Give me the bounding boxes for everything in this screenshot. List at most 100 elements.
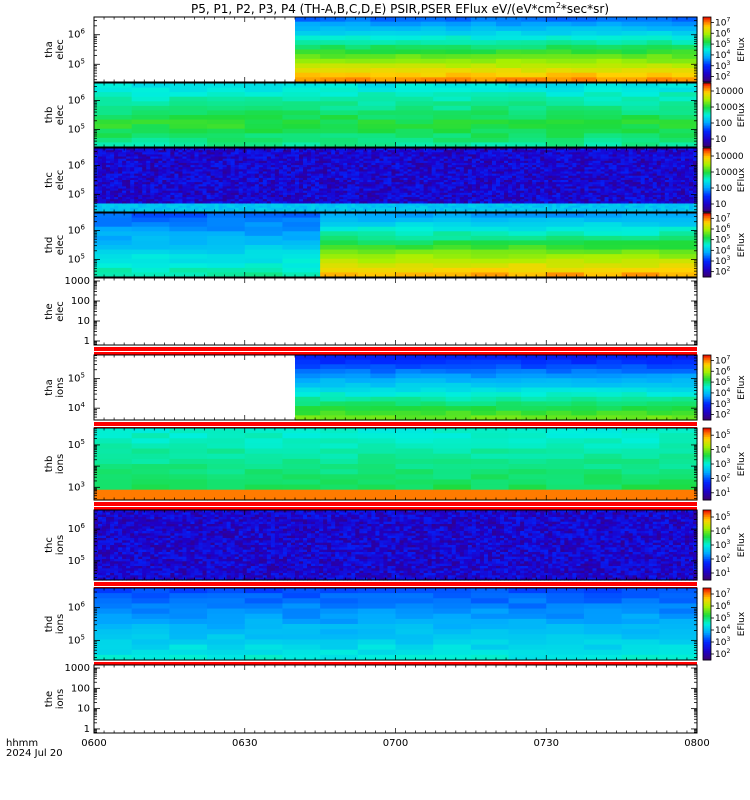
panel-thb-ions: 103 105 thb ions 101 102 103 104 105 EFlux <box>44 427 747 511</box>
colorbar-tick-thc-elec: 10 <box>715 200 727 210</box>
colorbar-tick-thc-ions: 101 <box>715 567 730 579</box>
panel-label-thb-ions: thb <box>44 456 55 473</box>
panel-sublabel-thb-ions: ions <box>55 454 66 474</box>
flag-bar-the-elec <box>94 347 697 356</box>
panel-label-the-ions: the <box>44 691 55 707</box>
colorbar-tick-tha-elec: 102 <box>715 71 730 83</box>
spectrogram-thc-ions <box>94 510 698 581</box>
colorbar-tick-thd-ions: 104 <box>715 624 730 636</box>
panel-label-the-elec: the <box>44 303 55 319</box>
colorbar-label-thd-elec: EFlux <box>737 232 747 257</box>
panel-label-tha-elec: tha <box>44 41 55 57</box>
colorbar-tick-thd-elec: 104 <box>715 244 730 256</box>
y-tick-label-the-elec: 1000 <box>65 276 90 287</box>
y-tick-label-the-elec: 10 <box>77 316 90 327</box>
colorbar-label-thd-ions: EFlux <box>737 611 747 636</box>
x-tick-label: 0630 <box>232 738 257 749</box>
panel-label-thd-ions: thd <box>44 616 55 633</box>
panel-sublabel-the-ions: ions <box>55 689 66 709</box>
colorbar-tick-thc-ions: 103 <box>715 539 730 551</box>
colorbar-tick-thb-ions: 101 <box>715 487 730 499</box>
spectrogram-thd-ions <box>94 588 698 661</box>
colorbar-tick-thb-ions: 102 <box>715 472 730 484</box>
panel-sublabel-tha-ions: ions <box>55 377 66 397</box>
panel-label-tha-ions: tha <box>44 379 55 395</box>
colorbar-label-thc-elec: EFlux <box>737 167 747 192</box>
y-tick-label-thd-ions: 106 <box>68 601 86 614</box>
colorbar-tick-thb-elec: 10000 <box>715 87 744 97</box>
panel-the-ions: 1 10 100 1000 the ions <box>44 663 698 735</box>
y-tick-label-thc-ions: 106 <box>68 522 86 535</box>
panel-sublabel-tha-elec: elec <box>55 39 66 60</box>
date-label: 2024 Jul 20 <box>6 748 63 759</box>
panel-the-elec: 1 10 100 1000 the elec <box>44 276 698 356</box>
colorbar-tick-thc-elec: 100 <box>715 184 732 194</box>
y-tick-label-the-elec: 1 <box>84 336 90 347</box>
panel-thb-elec: 105 106 thb elec 10 100 1000 10000 EFlux <box>44 82 747 148</box>
y-tick-label-thc-elec: 106 <box>68 158 86 171</box>
y-tick-label-the-ions: 1 <box>84 724 90 735</box>
colorbar-tick-thb-elec: 10 <box>715 135 727 145</box>
y-tick-label-the-elec: 100 <box>71 296 90 307</box>
y-tick-label-tha-ions: 105 <box>68 372 85 385</box>
colorbar-tick-thd-ions: 106 <box>715 600 730 612</box>
panel-label-thd-elec: thd <box>44 237 55 254</box>
flag-bar-thb-ions <box>94 502 697 511</box>
y-tick-label-thc-ions: 105 <box>68 554 85 567</box>
y-tick-label-tha-elec: 106 <box>68 28 86 41</box>
spectrogram-thb-elec <box>94 83 698 148</box>
panel-label-thb-elec: thb <box>44 107 55 124</box>
figure-title: P5, P1, P2, P3, P4 (TH-A,B,C,D,E) PSIR,P… <box>191 1 609 16</box>
panel-sublabel-thc-elec: elec <box>55 170 66 191</box>
colorbar-tick-thc-ions: 105 <box>715 511 730 523</box>
y-tick-label-thd-ions: 105 <box>68 633 85 646</box>
spectrogram-tha-ions <box>295 355 698 421</box>
panel-sublabel-thb-elec: elec <box>55 105 66 126</box>
panel-label-thc-ions: thc <box>44 537 55 553</box>
y-tick-label-thb-elec: 106 <box>68 93 86 106</box>
colorbar-label-thc-ions: EFlux <box>737 532 747 557</box>
y-tick-label-thd-elec: 105 <box>68 253 85 266</box>
spectrogram-thd-elec <box>94 213 698 278</box>
time-axis: 0600 0630 0700 0730 0800 <box>81 738 709 749</box>
panel-sublabel-thd-ions: ions <box>55 614 66 634</box>
colorbar-tick-thd-ions: 103 <box>715 636 730 648</box>
y-tick-label-tha-elec: 105 <box>68 57 85 70</box>
y-tick-label-the-ions: 10 <box>77 704 90 715</box>
colorbar-tick-thb-elec: 1000 <box>715 103 738 113</box>
x-tick-label: 0600 <box>81 738 106 749</box>
colorbar-tick-thd-elec: 102 <box>715 266 730 278</box>
colorbar-tick-thb-ions: 105 <box>715 429 730 441</box>
colorbar-tick-thd-ions: 102 <box>715 648 730 660</box>
colorbar-tick-thc-ions: 102 <box>715 553 730 565</box>
panel-thc-elec: 105 106 thc elec 10 100 1000 10000 EFlux <box>44 147 747 213</box>
colorbar-thc-ions: 101 102 103 104 105 EFlux <box>702 509 747 581</box>
spectrogram-tha-elec <box>295 17 698 83</box>
colorbar-thc-elec: 10 100 1000 10000 EFlux <box>702 147 747 213</box>
x-tick-label: 0700 <box>383 738 408 749</box>
colorbar-label-thb-elec: EFlux <box>737 102 747 127</box>
colorbar-label-tha-ions: EFlux <box>737 375 747 400</box>
panel-sublabel-thc-ions: ions <box>55 535 66 555</box>
y-tick-label-the-ions: 1000 <box>65 663 90 674</box>
colorbar-tick-thd-ions: 107 <box>715 588 730 600</box>
y-tick-label-tha-ions: 104 <box>68 401 86 414</box>
panel-label-thc-elec: thc <box>44 172 55 188</box>
colorbar-label-tha-elec: EFlux <box>737 37 747 62</box>
time-format-label: hhmm <box>6 738 38 749</box>
x-tick-label: 0800 <box>684 738 709 749</box>
y-tick-label-thc-elec: 105 <box>68 188 85 201</box>
x-tick-label: 0730 <box>534 738 559 749</box>
colorbar-tick-thb-elec: 100 <box>715 119 732 129</box>
y-tick-label-thb-elec: 105 <box>68 123 85 136</box>
y-tick-label-thb-ions: 105 <box>68 438 85 451</box>
colorbar-thb-ions: 101 102 103 104 105 EFlux <box>702 427 747 501</box>
